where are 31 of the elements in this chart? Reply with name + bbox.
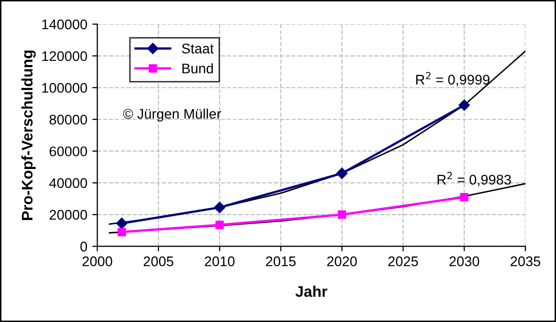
legend-label: Bund (182, 63, 213, 74)
x-tick-label: 2020 (327, 256, 357, 266)
y-tick-label: 140000 (42, 19, 88, 30)
y-tick-label: 80000 (50, 114, 88, 125)
point (118, 228, 126, 236)
point (460, 192, 468, 202)
point (215, 220, 224, 230)
x-tick-label: 2025 (388, 256, 418, 266)
annotation: R$^{2}$ = 0,9983 (438, 172, 511, 186)
y-tick-label: 100000 (42, 82, 88, 93)
y-axis-title: Pro-Kopf-Verschuldung (21, 50, 36, 220)
legend-label: Staat (182, 44, 214, 54)
y-tick-label: 120000 (42, 51, 88, 62)
x-axis-title: Jahr (295, 286, 328, 297)
point (116, 218, 128, 229)
point (338, 210, 346, 219)
y-tick-label: 0 (80, 242, 88, 252)
x-tick-label: 2030 (450, 256, 480, 266)
point (214, 202, 226, 214)
x-tick-label: 2005 (144, 256, 174, 266)
x-tick-label: 2035 (510, 256, 540, 266)
y-tick-label: 20000 (50, 210, 88, 220)
x-tick-label: 2000 (82, 256, 112, 266)
x-tick-label: 2010 (204, 256, 235, 266)
point (458, 99, 470, 111)
y-tick-label: 60000 (50, 146, 88, 156)
point (336, 168, 348, 179)
annotation: R$^{2}$ = 0,9999 (416, 72, 490, 86)
x-tick-label: 2015 (266, 256, 296, 266)
annotation: © Jürgen Müller (123, 108, 221, 122)
y-tick-label: 40000 (49, 178, 88, 188)
